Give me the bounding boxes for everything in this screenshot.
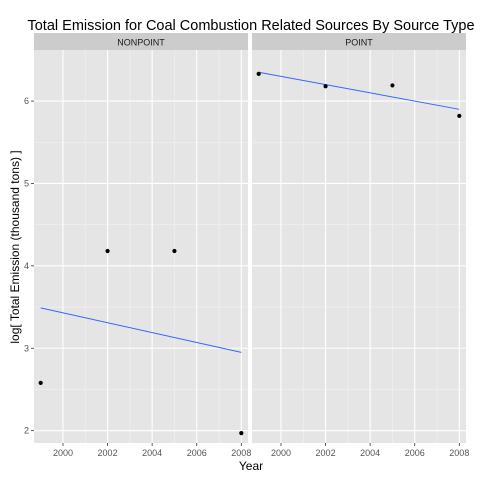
x-tick-label: 2006	[405, 448, 425, 458]
facet-strip-label: POINT	[345, 38, 373, 48]
x-tick-label: 2000	[53, 448, 73, 458]
data-point	[38, 380, 43, 385]
x-tick-label: 2002	[98, 448, 118, 458]
data-point	[256, 71, 261, 76]
facet-strip-label: NONPOINT	[117, 38, 165, 48]
y-tick-label: 2	[24, 426, 29, 436]
panel-background	[34, 50, 248, 443]
y-tick-label: 3	[24, 343, 29, 353]
panels-layer: NONPOINT 2000 2002 2004 2006 2008 2 3 4 5 6 POINT 20…	[24, 33, 469, 458]
facet-panel-point: POINT 2000 2002 2004 2006 2008	[252, 33, 469, 458]
panel-background	[252, 50, 466, 443]
data-point	[239, 431, 244, 436]
data-point	[457, 113, 462, 119]
y-tick-label: 6	[24, 96, 29, 106]
x-tick-label: 2004	[360, 448, 380, 458]
facet-panel-nonpoint: NONPOINT 2000 2002 2004 2006 2008 2 3 4 5 6	[24, 33, 251, 458]
data-point	[172, 248, 177, 254]
data-point	[105, 248, 110, 254]
x-tick-label: 2002	[316, 448, 336, 458]
facet-strip	[252, 33, 466, 50]
y-tick-label: 4	[24, 261, 29, 271]
data-point	[390, 83, 395, 88]
x-tick-label: 2008	[231, 448, 251, 458]
chart-title: Total Emission for Coal Combustion Relat…	[27, 18, 474, 34]
facet-strip	[34, 33, 248, 50]
x-tick-label: 2008	[449, 448, 469, 458]
x-tick-label: 2004	[142, 448, 162, 458]
fit-line	[258, 71, 460, 110]
y-axis-label: log[ Total Emission (thousand tons) ]	[8, 150, 22, 343]
y-tick-label: 5	[24, 178, 29, 188]
x-tick-label: 2006	[187, 448, 207, 458]
x-tick-label: 2000	[271, 448, 291, 458]
fit-line	[40, 307, 242, 353]
x-axis-label: Year	[239, 459, 263, 473]
data-point	[323, 84, 328, 89]
